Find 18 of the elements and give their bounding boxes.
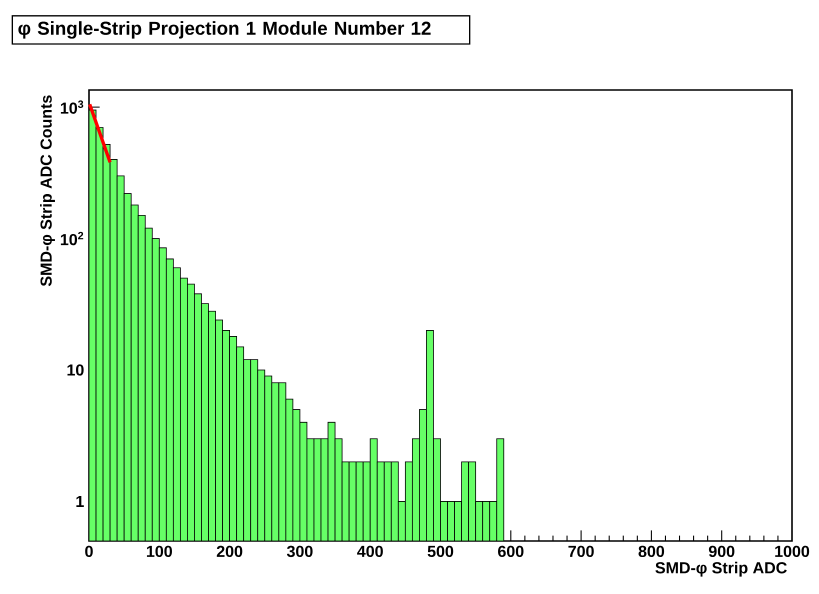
x-tick-label: 0 — [85, 546, 93, 558]
x-tick-label: 500 — [428, 546, 454, 558]
y-tick-label: 1 — [76, 496, 84, 507]
chart-title: φ Single-Strip Projection 1 Module Number 12 — [18, 21, 431, 39]
y-tick-label: 10$^{2}$ — [60, 232, 84, 246]
x-tick-label: 400 — [357, 546, 383, 558]
x-tick-label: 1000 — [775, 546, 810, 558]
y-tick-label: 10 — [67, 364, 84, 376]
x-tick-label: 800 — [638, 546, 664, 558]
y-tick-label: 10$^{3}$ — [60, 100, 84, 114]
x-tick-label: 300 — [286, 546, 313, 558]
x-tick-label: 700 — [568, 546, 594, 558]
x-tick-label: 200 — [216, 546, 242, 558]
x-tick-label: 600 — [498, 546, 524, 558]
x-axis-title: SMD-φ Strip ADC — [655, 562, 787, 577]
x-tick-label: 900 — [708, 546, 734, 558]
y-axis-title: SMD-φ Strip ADC Counts — [40, 95, 55, 286]
x-tick-label: 100 — [146, 546, 172, 558]
